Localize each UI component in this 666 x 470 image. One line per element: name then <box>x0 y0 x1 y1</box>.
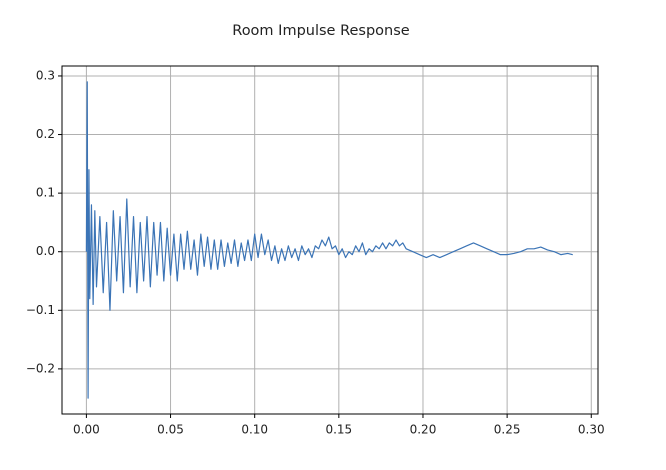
x-tick-label: 0.00 <box>73 423 100 437</box>
x-tick-label: 0.20 <box>410 423 437 437</box>
y-tick-label: −0.1 <box>26 303 55 317</box>
y-tick-label: 0.3 <box>36 68 55 82</box>
chart-title: Room Impulse Response <box>232 23 410 39</box>
x-tick-label: 0.10 <box>241 423 268 437</box>
line-series <box>85 81 573 399</box>
y-tick-label: 0.1 <box>36 186 55 200</box>
x-tick-label: 0.15 <box>325 423 352 437</box>
plot-frame <box>61 65 599 415</box>
x-tick-label: 0.25 <box>494 423 521 437</box>
x-tick-label: 0.05 <box>157 423 184 437</box>
x-tick-label: 0.30 <box>578 423 605 437</box>
y-tick-label: 0.2 <box>36 127 55 141</box>
y-tick-label: −0.2 <box>26 361 55 375</box>
y-tick-label: 0.0 <box>36 244 55 258</box>
